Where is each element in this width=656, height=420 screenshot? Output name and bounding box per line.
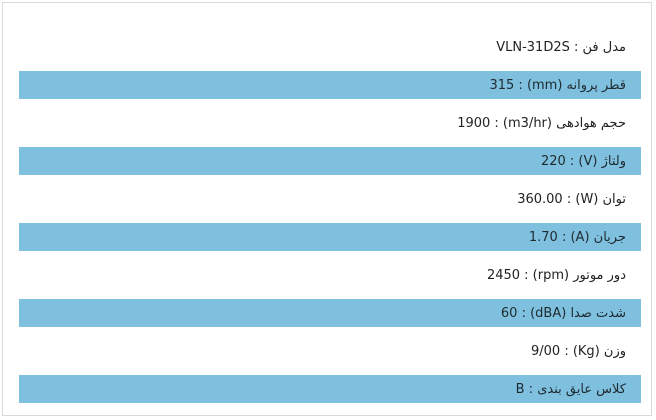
spec-list: مدل فن : VLN-31D2S قطر پروانه (mm) : 315… [19,28,641,408]
spec-row-current: جریان (A) : 1.70 [19,223,641,251]
specifications-panel: مدل فن : VLN-31D2S قطر پروانه (mm) : 315… [2,2,652,416]
spec-row-airflow: حجم هوادهی (m3/hr) : 1900 [19,104,641,142]
spec-row-voltage: ولتاژ (V) : 220 [19,147,641,175]
spec-row-insulation-class: کلاس عایق بندی : B [19,375,641,403]
spec-text: وزن (Kg) : 9/00 [530,343,626,359]
spec-text: جریان (A) : 1.70 [528,229,626,245]
spec-text: مدل فن : VLN-31D2S [496,39,626,55]
spec-text: توان (W) : 360.00 [517,191,626,207]
spec-text: دور موتور (rpm) : 2450 [486,267,626,283]
spec-row-weight: وزن (Kg) : 9/00 [19,332,641,370]
spec-text: ولتاژ (V) : 220 [540,153,626,169]
spec-text: کلاس عایق بندی : B [515,381,626,397]
spec-row-impeller-diameter: قطر پروانه (mm) : 315 [19,71,641,99]
spec-row-noise-level: شدت صدا (dBA) : 60 [19,299,641,327]
spec-text: شدت صدا (dBA) : 60 [500,305,626,321]
spec-row-power: توان (W) : 360.00 [19,180,641,218]
spec-text: قطر پروانه (mm) : 315 [489,77,626,93]
spec-row-fan-model: مدل فن : VLN-31D2S [19,28,641,66]
spec-text: حجم هوادهی (m3/hr) : 1900 [457,115,626,131]
spec-row-motor-speed: دور موتور (rpm) : 2450 [19,256,641,294]
